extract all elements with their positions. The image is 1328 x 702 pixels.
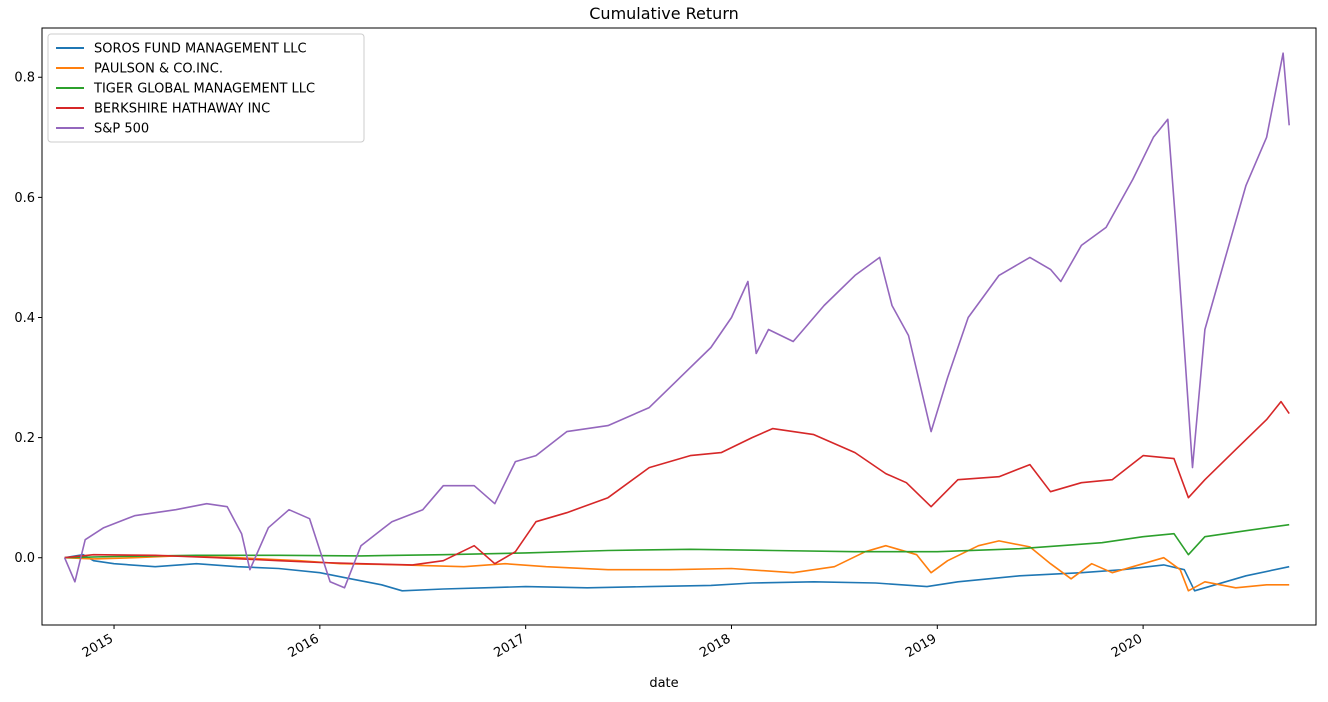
x-tick-label: 2015: [80, 631, 116, 661]
y-tick-label: 0.2: [14, 431, 35, 446]
series-layer: [63, 52, 1290, 592]
y-tick-label: 0.6: [14, 191, 35, 206]
series-line-2: [64, 523, 1290, 559]
series-line-4: [63, 52, 1290, 589]
legend-label: PAULSON & CO.INC.: [94, 62, 223, 77]
x-axis-label: date: [649, 676, 679, 691]
axes-frame: [41, 27, 1317, 626]
y-tick-label: 0.0: [14, 551, 35, 566]
legend-box: [47, 33, 365, 143]
chart-title: Cumulative Return: [589, 4, 739, 23]
y-tick-label: 0.4: [14, 311, 35, 326]
legend-label: SOROS FUND MANAGEMENT LLC: [94, 42, 307, 57]
x-tick-label: 2016: [286, 631, 322, 661]
x-tick-label: 2019: [903, 631, 939, 661]
legend: SOROS FUND MANAGEMENT LLC PAULSON & CO.IN…: [47, 33, 365, 143]
y-tick-label: 0.8: [14, 71, 35, 86]
series-line-3: [64, 400, 1290, 566]
legend-label: TIGER GLOBAL MANAGEMENT LLC: [93, 82, 315, 97]
legend-label: BERKSHIRE HATHAWAY INC: [94, 102, 270, 117]
legend-label: S&P 500: [94, 122, 149, 137]
x-tick-label: 2017: [492, 631, 528, 661]
x-tick-label: 2018: [697, 631, 733, 661]
x-tick-label: 2020: [1109, 631, 1145, 661]
series-line-0: [64, 553, 1290, 592]
